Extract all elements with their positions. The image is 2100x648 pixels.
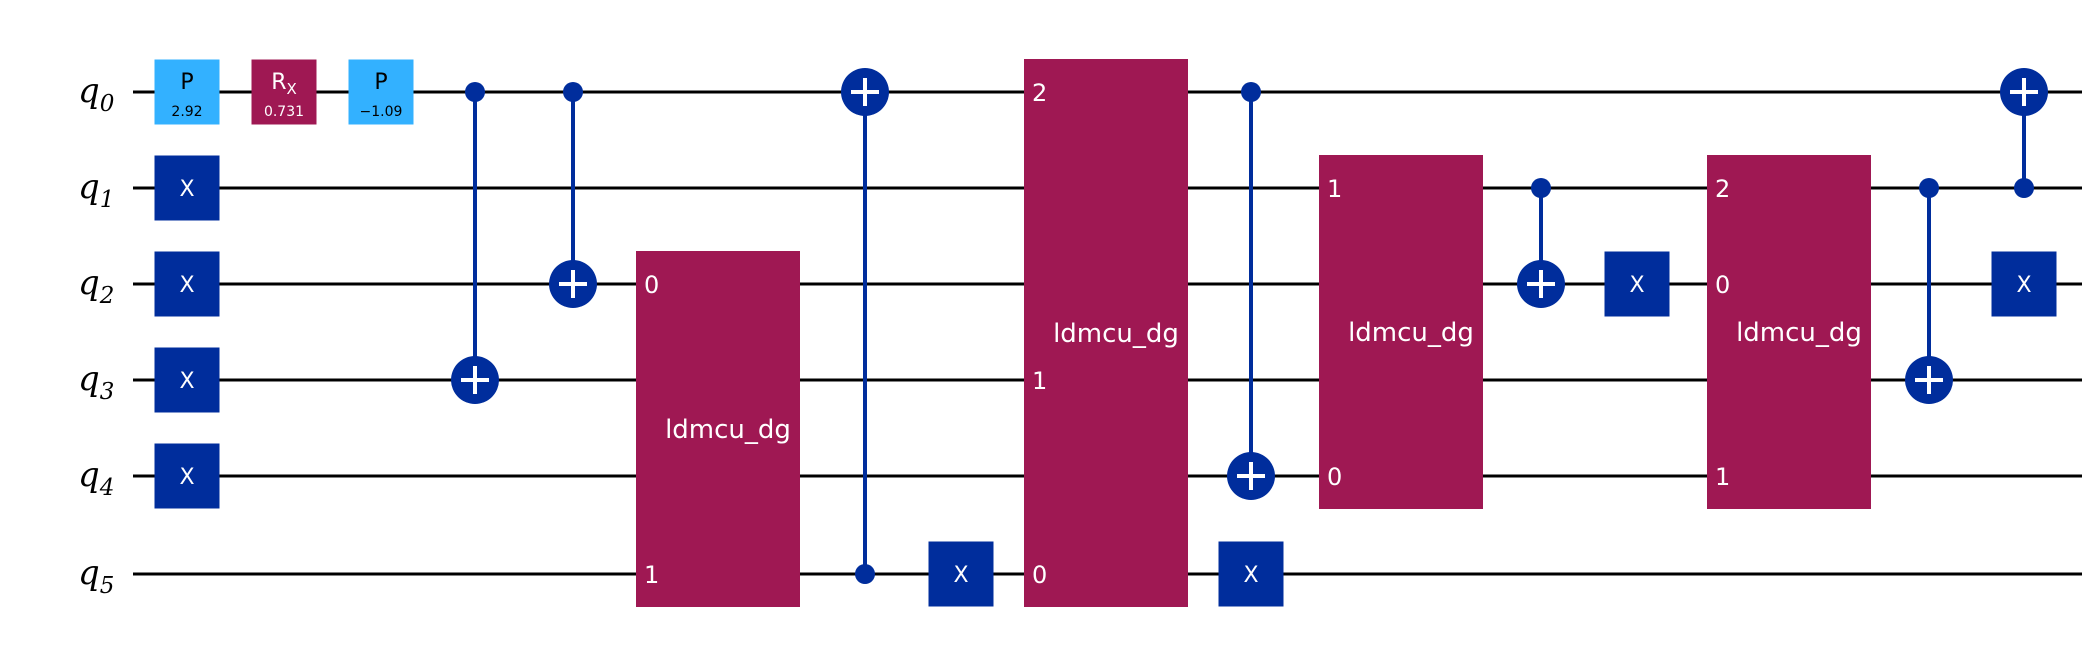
cnot-gate bbox=[451, 82, 499, 404]
gate-port-label: 0 bbox=[644, 271, 659, 299]
ldmcu-dg-gate: ldmcu_dg 2 0 1 bbox=[1707, 155, 1871, 509]
cnot-gate bbox=[1227, 82, 1275, 500]
gate-label: P bbox=[374, 70, 387, 95]
control-dot bbox=[2014, 178, 2034, 198]
gate-box bbox=[348, 59, 414, 125]
gate-box bbox=[154, 59, 220, 125]
gate-port-label: 2 bbox=[1715, 175, 1730, 203]
target-plus-icon bbox=[451, 356, 499, 404]
gate-port-label: 0 bbox=[1715, 271, 1730, 299]
target-plus-icon bbox=[1905, 356, 1953, 404]
target-plus-icon bbox=[841, 68, 889, 116]
cnot-gate bbox=[549, 82, 597, 308]
gate-box bbox=[636, 251, 800, 607]
gate-label: X bbox=[179, 273, 194, 298]
cnot-gate bbox=[1905, 178, 1953, 404]
gate-label: RX bbox=[271, 70, 297, 98]
gate-port-label: 1 bbox=[1327, 175, 1342, 203]
gate-param: −1.09 bbox=[360, 104, 403, 120]
gate-name: ldmcu_dg bbox=[1053, 319, 1179, 349]
qubit-labels: q0 q1 q2 q3 q4 q5 bbox=[78, 71, 114, 599]
gate-param: 2.92 bbox=[171, 104, 202, 120]
target-plus-icon bbox=[1517, 260, 1565, 308]
gate-box bbox=[251, 59, 317, 125]
gate-box bbox=[928, 541, 994, 607]
rx-gate: RX 0.731 bbox=[251, 59, 317, 125]
gate-box bbox=[1024, 59, 1188, 607]
gate-box bbox=[1218, 541, 1284, 607]
qubit-label: q4 bbox=[78, 455, 114, 501]
control-dot bbox=[563, 82, 583, 102]
control-dot bbox=[855, 564, 875, 584]
gate-name: ldmcu_dg bbox=[665, 415, 791, 445]
x-gate: X bbox=[1604, 251, 1670, 317]
gate-label: X bbox=[1629, 273, 1644, 298]
gate-label: P bbox=[180, 70, 193, 95]
gate-label: X bbox=[179, 465, 194, 490]
target-plus-icon bbox=[1227, 452, 1275, 500]
gate-name: ldmcu_dg bbox=[1736, 318, 1862, 348]
gate-box bbox=[154, 443, 220, 509]
gate-label: X bbox=[1243, 563, 1258, 588]
control-dot bbox=[1531, 178, 1551, 198]
qubit-label: q2 bbox=[78, 263, 114, 309]
x-gate: X bbox=[154, 155, 220, 221]
x-gate: X bbox=[154, 251, 220, 317]
gate-box bbox=[154, 155, 220, 221]
gate-label: X bbox=[179, 177, 194, 202]
x-gate: X bbox=[1991, 251, 2057, 317]
x-gate: X bbox=[1218, 541, 1284, 607]
gate-box bbox=[1707, 155, 1871, 509]
phase-gate: P −1.09 bbox=[348, 59, 414, 125]
qubit-label: q3 bbox=[78, 359, 114, 405]
gate-port-label: 1 bbox=[644, 561, 659, 589]
control-dot bbox=[1241, 82, 1261, 102]
ldmcu-dg-gate: ldmcu_dg 2 1 0 bbox=[1024, 59, 1188, 607]
phase-gate: P 2.92 bbox=[154, 59, 220, 125]
target-plus-icon bbox=[2000, 68, 2048, 116]
gate-port-label: 0 bbox=[1327, 463, 1342, 491]
gate-name: ldmcu_dg bbox=[1348, 318, 1474, 348]
gate-box bbox=[154, 347, 220, 413]
qubit-label: q5 bbox=[78, 553, 114, 599]
gate-label: X bbox=[953, 563, 968, 588]
gate-port-label: 1 bbox=[1715, 463, 1730, 491]
ldmcu-dg-gate: ldmcu_dg 0 1 bbox=[636, 251, 800, 607]
control-dot bbox=[465, 82, 485, 102]
qubit-label: q0 bbox=[78, 71, 114, 117]
cnot-gate bbox=[2000, 68, 2048, 198]
cnot-gate bbox=[841, 68, 889, 584]
gate-label: X bbox=[179, 369, 194, 394]
cnot-gate bbox=[1517, 178, 1565, 308]
target-plus-icon bbox=[549, 260, 597, 308]
x-gate: X bbox=[154, 347, 220, 413]
x-gate: X bbox=[154, 443, 220, 509]
qubit-label: q1 bbox=[78, 167, 114, 213]
control-dot bbox=[1919, 178, 1939, 198]
gate-port-label: 2 bbox=[1032, 79, 1047, 107]
ldmcu-dg-gate: ldmcu_dg 1 0 bbox=[1319, 155, 1483, 509]
x-gate: X bbox=[928, 541, 994, 607]
gate-box bbox=[1319, 155, 1483, 509]
gate-label: X bbox=[2016, 273, 2031, 298]
gate-box bbox=[1991, 251, 2057, 317]
gate-port-label: 1 bbox=[1032, 367, 1047, 395]
gate-box bbox=[1604, 251, 1670, 317]
gate-param: 0.731 bbox=[264, 104, 304, 120]
gate-box bbox=[154, 251, 220, 317]
gate-port-label: 0 bbox=[1032, 561, 1047, 589]
